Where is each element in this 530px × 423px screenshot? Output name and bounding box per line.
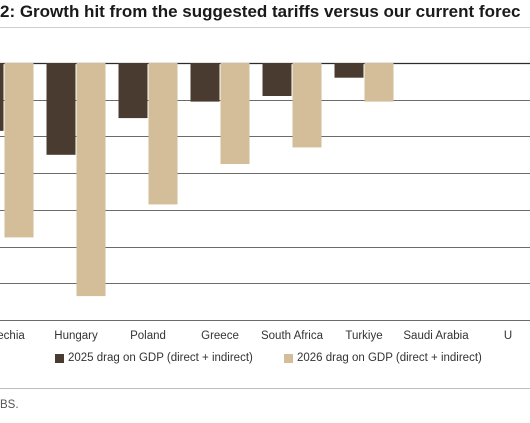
category-label: Czechia: [0, 330, 25, 342]
bar-2025-czechia: [0, 63, 4, 131]
bar-2025-greece: [190, 63, 220, 102]
bar-2025-turkiye: [334, 63, 364, 78]
legend-swatch-2026: [284, 353, 293, 363]
legend: 2025 drag on GDP (direct + indirect) 202…: [0, 352, 530, 368]
legend-item-2025: 2025 drag on GDP (direct + indirect): [55, 352, 253, 364]
category-label: Turkiye: [345, 330, 382, 342]
legend-label-2025: 2025 drag on GDP (direct + indirect): [68, 352, 253, 364]
category-label: Saudi Arabia: [403, 330, 469, 342]
chart-title: 2: Growth hit from the suggested tariffs…: [0, 2, 521, 21]
bar-2026-south-africa: [292, 63, 322, 148]
bar-2026-turkiye: [364, 63, 394, 102]
category-label: Poland: [130, 330, 166, 342]
bar-2025-south-africa: [262, 63, 292, 96]
category-label: U: [504, 330, 512, 342]
category-label: South Africa: [261, 330, 324, 342]
category-label: Hungary: [54, 330, 98, 342]
footer-divider: [0, 388, 530, 389]
category-label: Greece: [201, 330, 239, 342]
title-divider: [0, 27, 530, 28]
bar-2026-poland: [148, 63, 178, 205]
bar-2026-hungary: [76, 63, 106, 297]
legend-swatch-2025: [55, 353, 64, 363]
bar-2025-hungary: [46, 63, 76, 155]
legend-item-2026: 2026 drag on GDP (direct + indirect): [284, 352, 482, 364]
source-note: BS.: [0, 399, 19, 411]
bar-2025-poland: [118, 63, 148, 119]
bar-2026-greece: [220, 63, 250, 164]
category-labels: Czechia Hungary Poland Greece South Africa Tu…: [0, 330, 512, 342]
bar-chart: Czechia Hungary Poland Greece South Africa Tu…: [0, 62, 530, 342]
legend-label-2026: 2026 drag on GDP (direct + indirect): [297, 352, 482, 364]
bars: [0, 63, 394, 297]
bar-2026-czechia: [4, 63, 34, 238]
